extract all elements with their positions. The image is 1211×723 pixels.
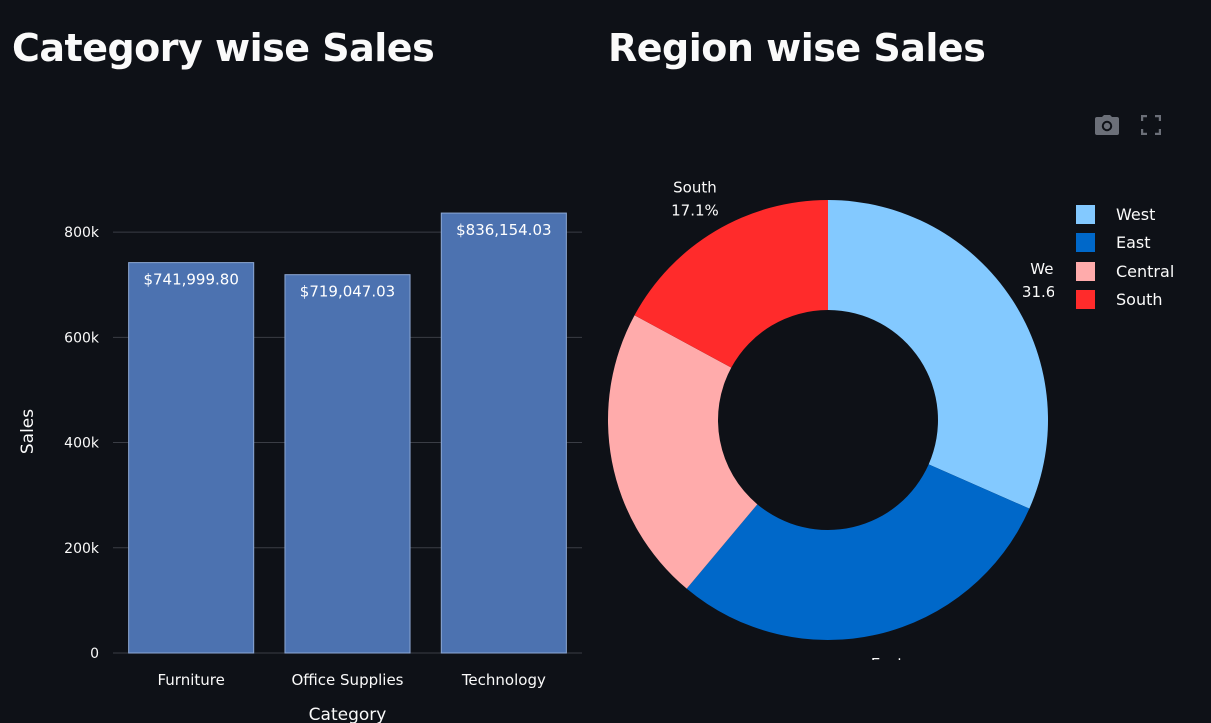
y-tick-label: 400k (64, 436, 100, 452)
download-png-button[interactable] (1094, 112, 1120, 138)
slice-label-name: South (673, 179, 717, 197)
legend-item-south[interactable]: South (1076, 286, 1174, 315)
y-axis-title: Sales (18, 409, 38, 454)
slice-label-percent: 31.6% (1022, 283, 1070, 301)
slice-label-name: East (871, 655, 903, 660)
bar-data-label: $741,999.80 (143, 271, 238, 289)
bar-office-supplies[interactable] (284, 274, 411, 654)
x-tick-label: Furniture (157, 671, 224, 689)
fullscreen-button[interactable] (1138, 112, 1164, 138)
slice-east[interactable] (686, 464, 1030, 640)
y-tick-label: 600k (64, 330, 100, 346)
legend-label: West (1116, 204, 1156, 224)
legend-swatch (1076, 290, 1095, 310)
legend-label: East (1116, 233, 1151, 253)
x-tick-label: Office Supplies (291, 671, 403, 689)
slice-label-percent: 17.1% (671, 202, 719, 220)
x-tick-label: Technology (461, 671, 546, 689)
legend-item-central[interactable]: Central (1076, 257, 1174, 286)
slice-central[interactable] (608, 315, 758, 589)
legend-swatch (1076, 204, 1095, 224)
y-tick-label: 800k (64, 225, 100, 241)
legend-label: Central (1116, 261, 1175, 281)
legend-swatch (1076, 233, 1095, 253)
bar-furniture[interactable] (128, 262, 255, 654)
y-tick-label: 0 (90, 646, 99, 662)
bar-data-label: $719,047.03 (300, 283, 395, 301)
fullscreen-icon (1141, 115, 1161, 135)
bar-technology[interactable] (440, 212, 567, 654)
slice-label-name: Wes (1030, 260, 1061, 278)
x-axis-title: Category (309, 705, 387, 723)
y-tick-label: 200k (64, 541, 100, 557)
category-bar-chart[interactable]: 0 200k 400k 600k 800k $741,999.80 Furniture $71… (0, 130, 600, 723)
bar-data-label: $836,154.03 (456, 221, 551, 239)
legend-swatch (1076, 261, 1095, 281)
legend-label: South (1116, 290, 1163, 310)
legend-item-west[interactable]: West (1076, 200, 1174, 229)
region-sales-title: Region wise Sales (608, 26, 986, 70)
region-legend: West East Central South (1076, 200, 1174, 314)
camera-icon (1095, 115, 1119, 135)
chart-toolbar (1094, 112, 1164, 138)
slice-west[interactable] (828, 200, 1048, 509)
slice-south[interactable] (634, 200, 828, 368)
legend-item-east[interactable]: East (1076, 229, 1174, 258)
category-sales-title: Category wise Sales (12, 26, 435, 70)
